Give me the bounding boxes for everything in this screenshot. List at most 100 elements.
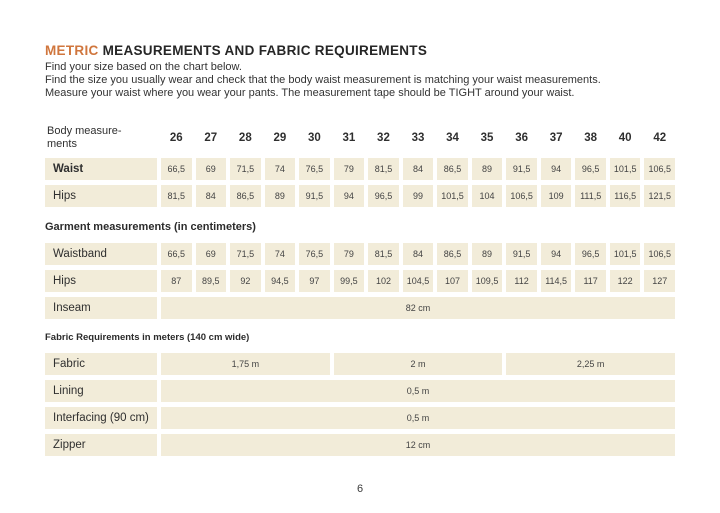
size-column-header: 33 [411, 132, 425, 144]
value-cell: 79 [333, 158, 365, 180]
value-cell: 121,5 [644, 185, 675, 207]
table-corner-label: Body measure- ments [47, 124, 122, 150]
value-cell: 114,5 [540, 270, 572, 292]
size-column-header: 29 [273, 132, 287, 144]
value-cell: 102 [368, 270, 399, 292]
value-cell: 86,5 [230, 185, 261, 207]
value-cell: 84 [402, 243, 434, 265]
value-cell: 94 [540, 158, 572, 180]
value-cell: 104 [471, 185, 503, 207]
value-cell: 112 [506, 270, 537, 292]
size-column-header: 37 [549, 132, 563, 144]
page-number: 6 [356, 483, 364, 495]
value-cell: 109,5 [471, 270, 503, 292]
value-cell: 89 [471, 243, 503, 265]
size-column-header: 27 [204, 132, 218, 144]
value-cell: 122 [609, 270, 641, 292]
value-cell: 109 [540, 185, 572, 207]
row-label-inseam: Inseam [45, 297, 157, 319]
span-value-cell: 82 cm [161, 297, 675, 319]
row-label-waist: Waist [45, 158, 157, 180]
row-label-fabric: Fabric [45, 353, 157, 375]
row-label-hips: Hips [45, 270, 157, 292]
value-cell: 69 [195, 243, 227, 265]
value-cell: 86,5 [437, 243, 468, 265]
value-cell: 91,5 [506, 158, 537, 180]
value-cell: 74 [264, 158, 296, 180]
page-title-rest: MEASUREMENTS AND FABRIC REQUIREMENTS [98, 43, 428, 58]
value-cell: 96,5 [575, 158, 606, 180]
value-cell: 79 [333, 243, 365, 265]
intro-line: Find your size based on the chart below. [45, 61, 242, 73]
size-column-header: 42 [653, 132, 667, 144]
span-value-cell: 1,75 m [161, 353, 330, 375]
value-cell: 94,5 [264, 270, 296, 292]
fabric-section-title: Fabric Requirements in meters (140 cm wi… [45, 332, 250, 343]
value-cell: 91,5 [506, 243, 537, 265]
page-title: METRIC MEASUREMENTS AND FABRIC REQUIREME… [45, 43, 675, 58]
span-value-cell: 0,5 m [161, 407, 675, 429]
size-column-header: 36 [515, 132, 528, 144]
value-cell: 92 [230, 270, 261, 292]
value-cell: 89 [471, 158, 503, 180]
row-label-lining: Lining [45, 380, 157, 402]
value-cell: 106,5 [506, 185, 537, 207]
span-value-cell: 2 m [333, 353, 503, 375]
value-cell: 76,5 [299, 158, 330, 180]
size-column-header: 35 [480, 132, 494, 144]
row-label-interfacing-90-cm-: Interfacing (90 cm) [45, 407, 157, 429]
size-column-header: 26 [169, 132, 183, 144]
value-cell: 81,5 [368, 158, 399, 180]
value-cell: 111,5 [575, 185, 606, 207]
value-cell: 101,5 [609, 243, 641, 265]
value-cell: 87 [161, 270, 192, 292]
page-title-accent: METRIC [45, 43, 99, 58]
value-cell: 94 [333, 185, 365, 207]
intro-text: Find your size based on the chart below.… [45, 61, 675, 100]
span-value-cell: 0,5 m [161, 380, 675, 402]
value-cell: 127 [644, 270, 675, 292]
value-cell: 89 [264, 185, 296, 207]
span-value-cell: 12 cm [161, 434, 675, 456]
size-column-header: 40 [618, 132, 632, 144]
value-cell: 86,5 [437, 158, 468, 180]
value-cell: 94 [540, 243, 572, 265]
value-cell: 97 [299, 270, 330, 292]
value-cell: 84 [195, 185, 227, 207]
value-cell: 101,5 [609, 158, 641, 180]
value-cell: 71,5 [230, 158, 261, 180]
garment-section-title: Garment measurements (in centimeters) [45, 221, 256, 233]
value-cell: 81,5 [368, 243, 399, 265]
value-cell: 81,5 [161, 185, 192, 207]
value-cell: 107 [437, 270, 468, 292]
value-cell: 116,5 [609, 185, 641, 207]
span-value-cell: 2,25 m [506, 353, 675, 375]
value-cell: 69 [195, 158, 227, 180]
row-label-hips: Hips [45, 185, 157, 207]
value-cell: 106,5 [644, 243, 675, 265]
row-label-waistband: Waistband [45, 243, 157, 265]
size-column-header: 38 [584, 132, 598, 144]
size-column-header: 28 [238, 132, 252, 144]
body-measurements-table: Body measure- ments 26 27 28 29 30 31 32 33 34 35 3… [45, 123, 675, 207]
size-column-header: 30 [307, 132, 321, 144]
intro-line: Find the size you usually wear and check… [45, 74, 601, 86]
size-column-header: 32 [377, 132, 390, 144]
value-cell: 91,5 [299, 185, 330, 207]
value-cell: 99 [402, 185, 434, 207]
value-cell: 76,5 [299, 243, 330, 265]
value-cell: 117 [575, 270, 606, 292]
value-cell: 89,5 [195, 270, 227, 292]
value-cell: 84 [402, 158, 434, 180]
value-cell: 96,5 [368, 185, 399, 207]
value-cell: 66,5 [161, 158, 192, 180]
value-cell: 66,5 [161, 243, 192, 265]
value-cell: 106,5 [644, 158, 675, 180]
value-cell: 99,5 [333, 270, 365, 292]
value-cell: 71,5 [230, 243, 261, 265]
size-column-header: 34 [446, 132, 459, 144]
value-cell: 101,5 [437, 185, 468, 207]
page-content: METRIC MEASUREMENTS AND FABRIC REQUIREME… [45, 43, 675, 456]
value-cell: 96,5 [575, 243, 606, 265]
